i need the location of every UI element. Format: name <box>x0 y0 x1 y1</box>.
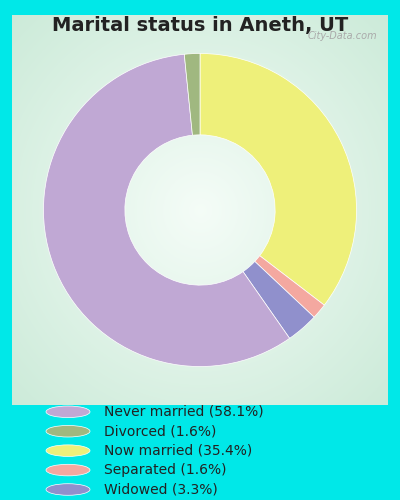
Wedge shape <box>255 256 324 317</box>
Text: City-Data.com: City-Data.com <box>307 30 377 40</box>
Circle shape <box>46 426 90 437</box>
Text: Divorced (1.6%): Divorced (1.6%) <box>104 424 216 438</box>
Circle shape <box>46 406 90 417</box>
Text: Separated (1.6%): Separated (1.6%) <box>104 463 226 477</box>
Circle shape <box>46 464 90 476</box>
Wedge shape <box>243 262 314 338</box>
Text: Now married (35.4%): Now married (35.4%) <box>104 444 252 458</box>
Text: Widowed (3.3%): Widowed (3.3%) <box>104 482 218 496</box>
Circle shape <box>46 445 90 456</box>
Circle shape <box>46 484 90 496</box>
Text: Marital status in Aneth, UT: Marital status in Aneth, UT <box>52 16 348 35</box>
Wedge shape <box>184 54 200 135</box>
Text: Never married (58.1%): Never married (58.1%) <box>104 405 264 419</box>
Wedge shape <box>200 54 356 305</box>
Wedge shape <box>44 54 290 366</box>
